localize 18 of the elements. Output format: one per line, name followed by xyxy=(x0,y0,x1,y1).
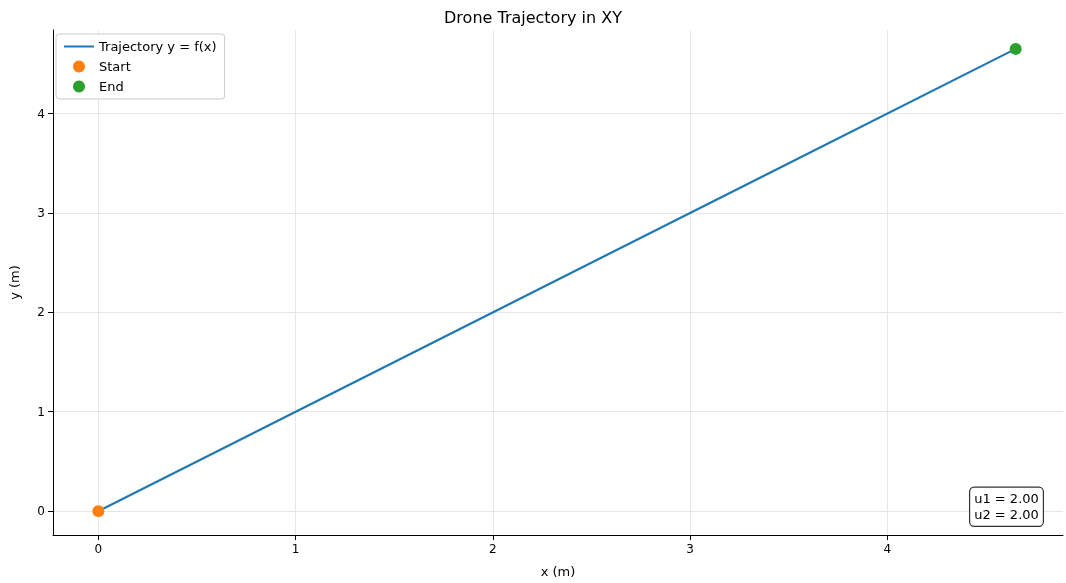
y-tick-label: 0 xyxy=(37,504,45,519)
y-axis-title: y (m) xyxy=(7,265,22,300)
chart-title: Drone Trajectory in XY xyxy=(444,7,623,27)
x-tick-label: 1 xyxy=(291,542,300,556)
x-tick-label: 0 xyxy=(94,542,103,556)
legend-label: Trajectory y = f(x) xyxy=(98,39,217,54)
x-axis-title: x (m) xyxy=(540,564,576,579)
annotation: u1 = 2.00 xyxy=(974,491,1039,507)
annotation: u2 = 2.00 xyxy=(974,507,1039,523)
y-tick-label: 3 xyxy=(37,205,45,220)
x-tick-label: 2 xyxy=(489,542,497,556)
y-tick-label: 4 xyxy=(37,106,45,121)
y-tick-label: 1 xyxy=(37,404,45,419)
y-tick-label: 2 xyxy=(37,305,45,320)
x-tick-label: 3 xyxy=(686,542,694,556)
x-tick-label: 4 xyxy=(883,542,892,556)
legend-label: Start xyxy=(99,59,131,74)
legend-label: End xyxy=(99,79,124,94)
